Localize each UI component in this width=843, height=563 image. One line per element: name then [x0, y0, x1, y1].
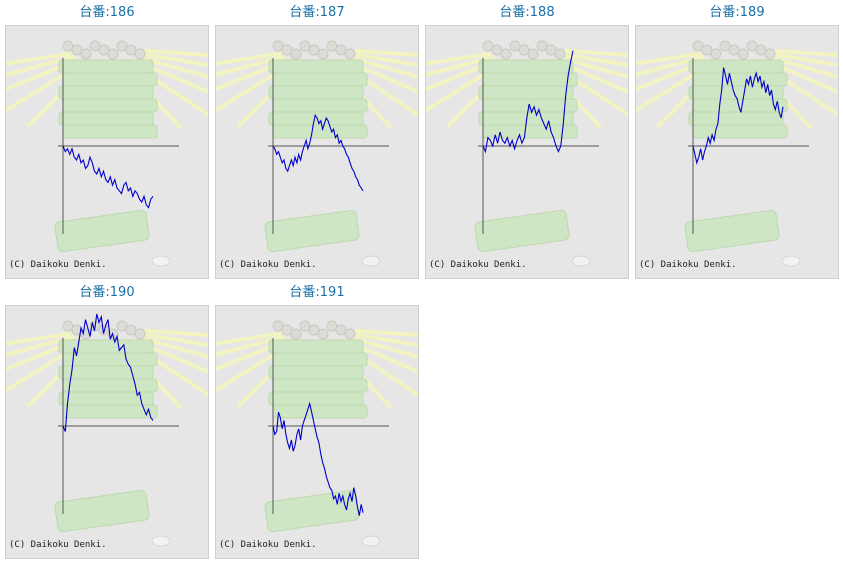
chart-cell: 台番:190 (C) Daikoku Denki.: [5, 281, 209, 559]
chart-panel: (C) Daikoku Denki.: [425, 25, 629, 279]
chart-title: 台番:191: [289, 285, 345, 300]
chart-title: 台番:186: [79, 5, 135, 20]
background-bottom-tray: [474, 209, 570, 253]
background-coin: [361, 535, 381, 547]
background-tray-stack: [58, 59, 158, 139]
chart-cell: 台番:186 (C) Daikoku Denki.: [5, 1, 209, 279]
background-coins: [272, 40, 356, 60]
chart-plot: [426, 40, 628, 267]
chart-plot: [636, 40, 838, 267]
chart-title: 台番:187: [289, 5, 345, 20]
chart-plot: [6, 313, 208, 547]
background-tray-stack: [268, 339, 368, 419]
chart-panel: (C) Daikoku Denki.: [215, 25, 419, 279]
chart-panel: (C) Daikoku Denki.: [635, 25, 839, 279]
chart-panel: (C) Daikoku Denki.: [5, 25, 209, 279]
background-tray-stack: [58, 339, 158, 419]
chart-panel: (C) Daikoku Denki.: [215, 305, 419, 559]
chart-title: 台番:188: [499, 5, 555, 20]
copyright-label: (C) Daikoku Denki.: [219, 540, 317, 550]
background-coin: [151, 535, 171, 547]
chart-title: 台番:189: [709, 5, 765, 20]
series-line: [692, 67, 784, 165]
chart-plot: [216, 40, 418, 267]
chart-cell: 台番:187 (C) Daikoku Denki.: [215, 1, 419, 279]
background-coins: [482, 40, 566, 60]
copyright-label: (C) Daikoku Denki.: [429, 260, 527, 270]
chart-plot: [6, 40, 208, 267]
background-coin: [151, 255, 171, 267]
background-coins: [272, 320, 356, 340]
background-bottom-tray: [264, 209, 360, 253]
series-line: [482, 50, 574, 154]
chart-cell: 台番:189 (C) Daikoku Denki.: [635, 1, 839, 279]
chart-cell: 台番:188 (C) Daikoku Denki.: [425, 1, 629, 279]
background-coin: [571, 255, 591, 267]
background-bottom-tray: [54, 209, 150, 253]
copyright-label: (C) Daikoku Denki.: [219, 260, 317, 270]
copyright-label: (C) Daikoku Denki.: [639, 260, 737, 270]
series-line: [272, 113, 364, 192]
background-bottom-tray: [684, 209, 780, 253]
chart-plot: [216, 320, 418, 547]
background-tray-stack: [268, 59, 368, 139]
series-line: [62, 145, 154, 209]
background-tray-stack: [478, 59, 578, 139]
background-bottom-tray: [54, 489, 150, 533]
series-line: [272, 401, 364, 516]
background-coins: [62, 40, 146, 60]
chart-cell: 台番:191 (C) Daikoku Denki.: [215, 281, 419, 559]
copyright-label: (C) Daikoku Denki.: [9, 540, 107, 550]
background-coins: [692, 40, 776, 60]
background-coin: [781, 255, 801, 267]
chart-panel: (C) Daikoku Denki.: [5, 305, 209, 559]
background-bottom-tray: [264, 489, 360, 533]
series-line: [62, 313, 154, 432]
background-coin: [361, 255, 381, 267]
copyright-label: (C) Daikoku Denki.: [9, 260, 107, 270]
chart-title: 台番:190: [79, 285, 135, 300]
